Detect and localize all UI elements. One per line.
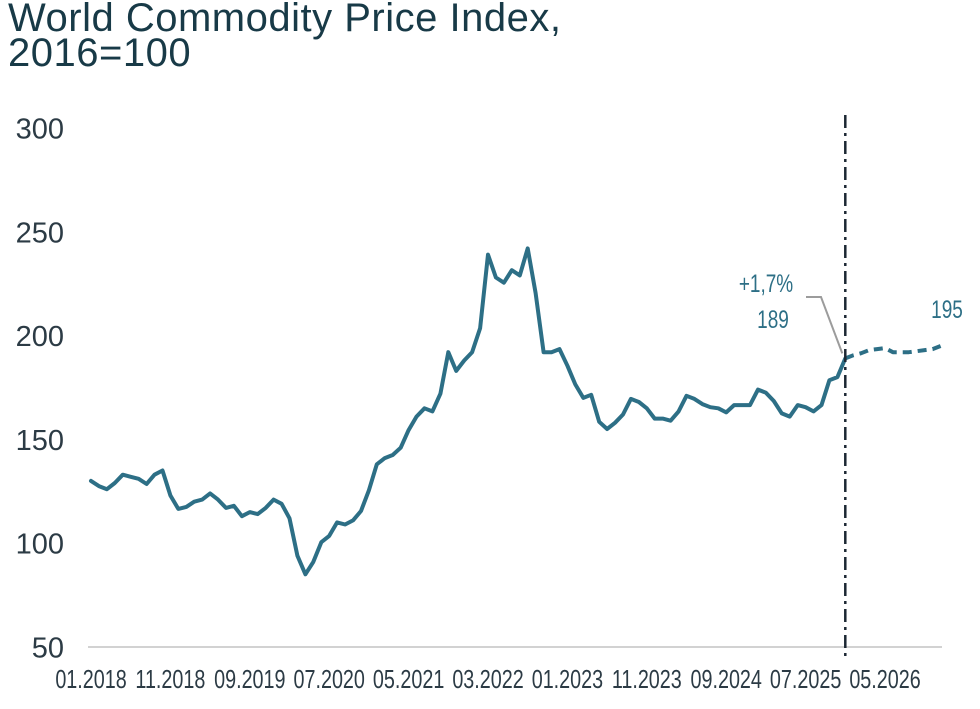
x-tick-label: 03.2022 [452, 664, 523, 693]
actual-series-line [89, 246, 848, 577]
y-tick-label: 300 [16, 114, 64, 146]
x-tick-label: 05.2021 [373, 664, 444, 693]
x-tick-label: 01.2018 [55, 664, 126, 693]
x-tick-label: 05.2026 [849, 664, 920, 693]
y-axis-tick-labels: 300 250 200 150 100 50 [16, 114, 64, 665]
y-tick-label: 100 [16, 529, 64, 561]
x-tick-label: 09.2024 [691, 664, 763, 693]
y-tick-label: 150 [16, 425, 64, 457]
forecast-series-line [844, 344, 942, 361]
y-tick-label: 250 [16, 217, 64, 249]
annotation-leader-line [806, 296, 844, 354]
y-tick-label: 50 [32, 633, 64, 665]
x-axis-tick-labels: 01.2018 11.2018 09.2019 07.2020 05.2021 03.20… [55, 664, 920, 693]
chart-title-line-2: 2016=100 [8, 31, 191, 75]
annotation-end-value-label: 195 [931, 295, 963, 323]
annotation-change-label: +1,7% [739, 269, 793, 297]
x-tick-label: 07.2025 [770, 664, 841, 693]
y-tick-label: 200 [16, 321, 64, 353]
annotation-marker-value-label: 189 [757, 305, 789, 333]
x-tick-label: 07.2020 [294, 664, 365, 693]
x-tick-label: 01.2023 [532, 664, 603, 693]
x-tick-label: 09.2019 [214, 664, 285, 693]
x-tick-label: 11.2018 [135, 664, 205, 693]
x-tick-label: 11.2023 [612, 664, 682, 693]
chart-title-line-1: World Commodity Price Index, [8, 0, 561, 40]
